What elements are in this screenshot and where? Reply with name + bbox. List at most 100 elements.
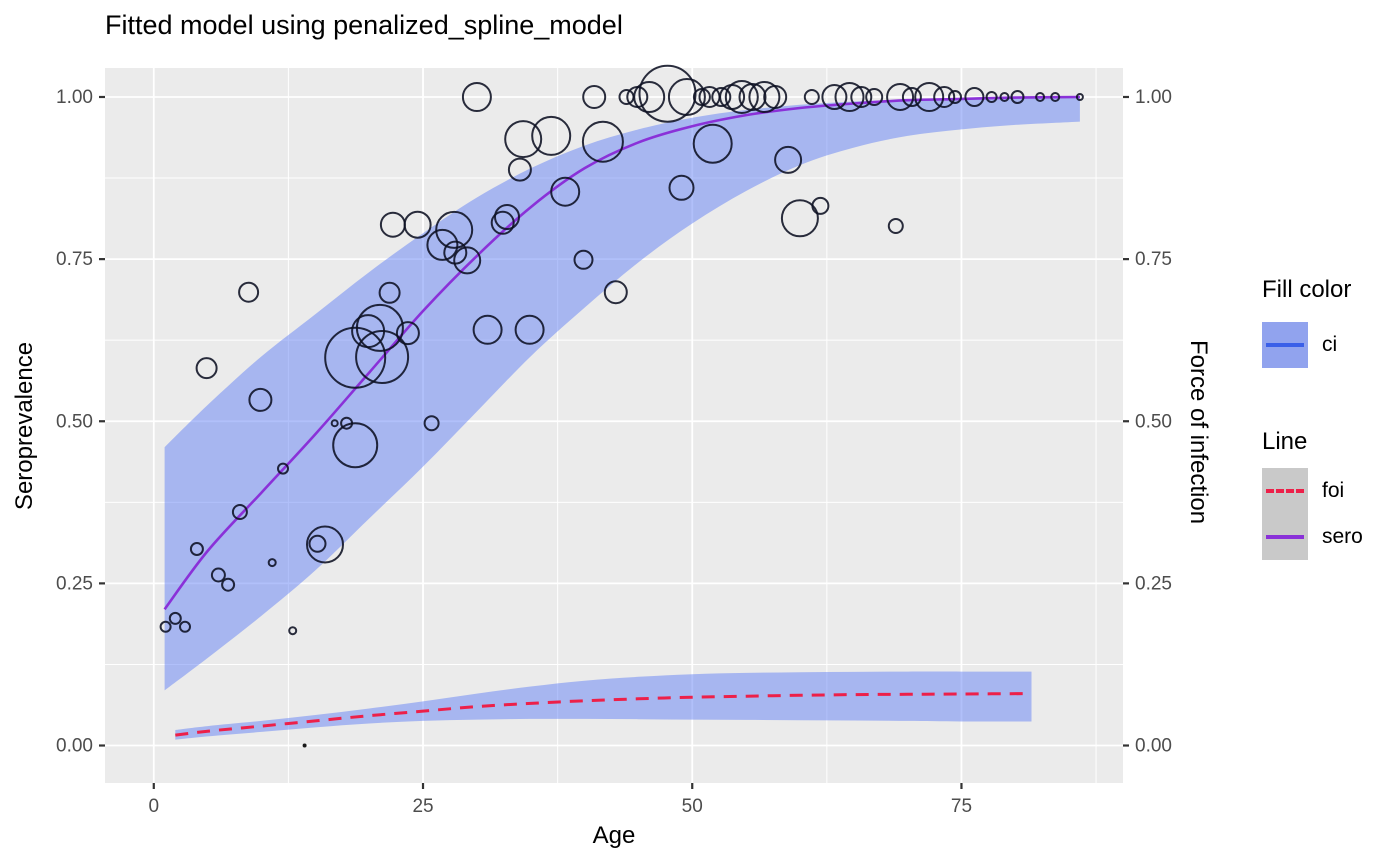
data-point-bubble bbox=[277, 462, 289, 475]
data-point-bubble bbox=[724, 80, 759, 114]
legend-ci-key-swatch bbox=[1262, 322, 1308, 368]
legend-foi-label: foi bbox=[1322, 479, 1345, 502]
data-point-bubble bbox=[738, 83, 767, 111]
y-left-tick-label: 0.75 bbox=[56, 249, 93, 270]
data-point-bubble bbox=[850, 86, 873, 108]
data-point-bubble bbox=[267, 558, 277, 568]
data-point-bubble bbox=[514, 314, 545, 345]
legend-sero-label: sero bbox=[1322, 525, 1363, 548]
plot-title: Fitted model using penalized_spline_mode… bbox=[105, 10, 623, 40]
legend-ci-label: ci bbox=[1322, 333, 1338, 356]
data-point-bubble bbox=[179, 620, 191, 633]
data-point-bubble bbox=[378, 281, 401, 304]
data-point-bubble bbox=[238, 281, 260, 303]
y-left-tick-label: 0.00 bbox=[56, 736, 93, 757]
data-point-bubble bbox=[711, 87, 732, 107]
data-point-bubble bbox=[633, 81, 666, 113]
data-point-bubble bbox=[531, 115, 572, 156]
y-right-tick-label: 0.75 bbox=[1135, 249, 1172, 270]
data-point-bubble bbox=[426, 228, 459, 261]
data-point-bubble bbox=[324, 326, 387, 389]
legend-fill-title: Fill color bbox=[1262, 276, 1352, 303]
data-point-bubble bbox=[330, 419, 339, 428]
data-point-bubble bbox=[1035, 92, 1046, 102]
y-right-axis-title: Force of infection bbox=[1185, 339, 1212, 525]
data-point-bubble bbox=[763, 85, 788, 109]
data-point-bubble bbox=[999, 92, 1010, 102]
data-point-bubble bbox=[865, 88, 884, 106]
foi-ci-ribbon bbox=[175, 671, 1032, 740]
data-point-bubble bbox=[494, 204, 520, 230]
legend-sero-line-icon bbox=[1266, 535, 1304, 539]
legend-line-title: Line bbox=[1262, 428, 1308, 455]
y-left-tick-label: 1.00 bbox=[56, 87, 93, 108]
data-point-bubble bbox=[395, 321, 420, 346]
data-point-bubble bbox=[461, 82, 492, 112]
data-point-bubble bbox=[582, 85, 607, 109]
data-point-bubble bbox=[221, 577, 236, 592]
x-tick-label: 50 bbox=[682, 796, 703, 817]
y-right-tick-label: 1.00 bbox=[1135, 87, 1172, 108]
data-point-bubble bbox=[933, 86, 956, 108]
data-point-bubble bbox=[308, 534, 327, 553]
y-left-tick-label: 0.25 bbox=[56, 573, 93, 594]
data-point-bubble bbox=[948, 90, 962, 104]
data-point-bubble bbox=[355, 303, 404, 352]
data-point-bubble bbox=[490, 210, 515, 235]
data-point-bubble bbox=[901, 87, 922, 107]
data-point-bubble bbox=[581, 120, 624, 163]
data-point-bubble bbox=[231, 504, 248, 520]
data-point-bubble bbox=[435, 210, 474, 249]
data-point-bubble bbox=[964, 87, 985, 107]
sero-ci-ribbon bbox=[164, 97, 1080, 691]
data-point-bubble bbox=[504, 120, 543, 159]
data-point-bubble bbox=[887, 218, 904, 234]
data-point-bubble bbox=[811, 196, 830, 215]
minor-gridlines bbox=[105, 68, 1123, 783]
data-point-bubble bbox=[195, 357, 218, 380]
data-point-bubble bbox=[403, 210, 432, 239]
y-right-tick-label: 0.25 bbox=[1135, 573, 1172, 594]
data-point-bubble bbox=[472, 314, 503, 345]
y-right-tick-label: 0.00 bbox=[1135, 736, 1172, 757]
x-tick-label: 75 bbox=[951, 796, 972, 817]
axis-tick-marks bbox=[99, 95, 1129, 789]
data-point-bubble bbox=[168, 611, 182, 625]
data-point-bubble bbox=[803, 89, 820, 105]
legend-foi-key-swatch bbox=[1262, 468, 1308, 514]
data-point-bubble bbox=[780, 199, 819, 238]
data-point-bubble bbox=[423, 415, 440, 432]
data-point-bubble bbox=[1050, 92, 1061, 102]
legend-line-key-swatches bbox=[1262, 468, 1308, 560]
data-point-bubble bbox=[821, 84, 848, 110]
data-point-bubble bbox=[159, 620, 172, 633]
data-point-bubble bbox=[306, 525, 344, 564]
legend-ci-line-icon bbox=[1266, 343, 1304, 347]
x-tick-label: 0 bbox=[148, 796, 159, 817]
sero-fitted-line bbox=[163, 95, 1080, 611]
data-point-bubble bbox=[1010, 90, 1025, 104]
data-point-bubble bbox=[985, 91, 998, 103]
data-point-bubble bbox=[667, 78, 706, 116]
data-point-bubble bbox=[886, 83, 915, 111]
data-point-bubble bbox=[302, 743, 307, 748]
data-point-bubble bbox=[507, 157, 532, 182]
data-point-bubble bbox=[573, 249, 594, 270]
data-point-bubble bbox=[834, 82, 865, 112]
y-left-tick-label: 0.50 bbox=[56, 411, 93, 432]
data-point-bubble bbox=[248, 387, 273, 412]
data-point-bubble bbox=[550, 176, 581, 207]
data-point-bubble bbox=[1075, 93, 1084, 101]
data-point-bubble bbox=[288, 626, 298, 636]
data-point-bubble bbox=[914, 82, 945, 112]
data-point-bubble bbox=[774, 145, 803, 174]
legend-sero-key-swatch bbox=[1262, 514, 1308, 560]
data-point-bubble bbox=[603, 280, 628, 305]
data-point-bubble bbox=[355, 330, 410, 384]
bubble-points bbox=[159, 64, 1084, 748]
data-point-bubble bbox=[692, 88, 711, 106]
data-point-bubble bbox=[332, 422, 379, 469]
data-point-bubble bbox=[692, 123, 733, 164]
